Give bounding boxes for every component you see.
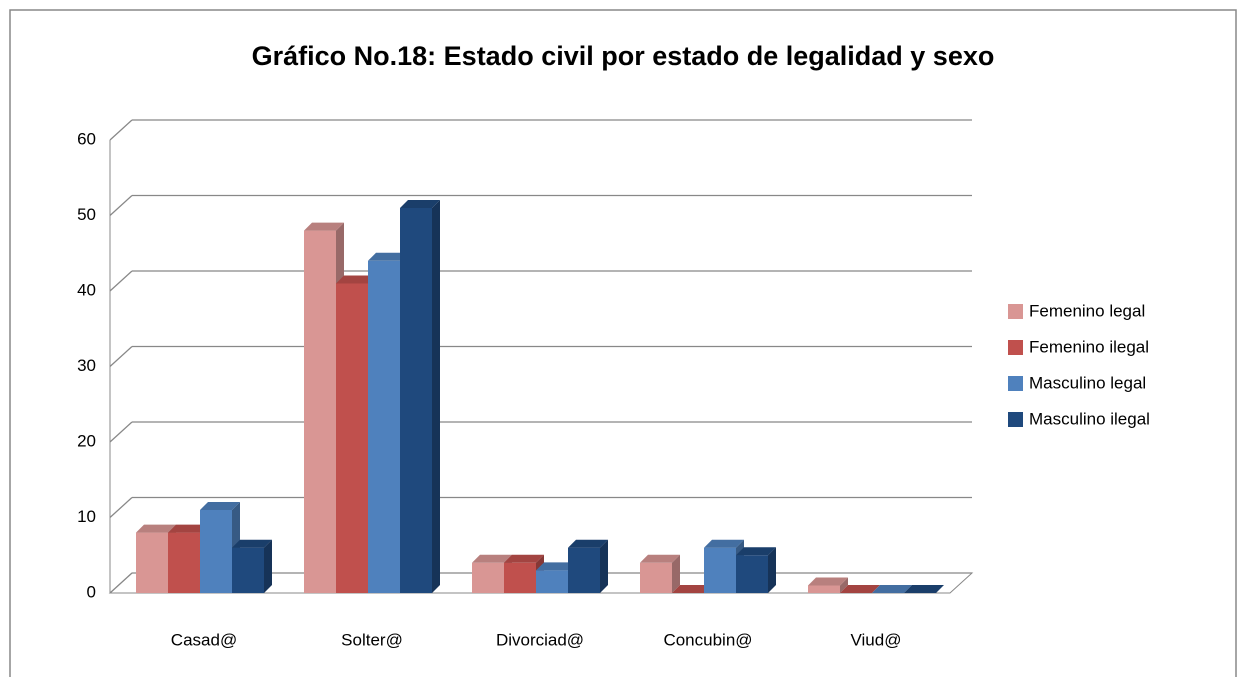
grid-line-side xyxy=(109,270,133,292)
grid-line-side xyxy=(109,346,133,367)
bar-top xyxy=(200,501,240,510)
legend-swatch xyxy=(1008,340,1023,355)
bar-top xyxy=(904,585,944,593)
bar-top xyxy=(640,554,680,563)
legend-swatch xyxy=(1008,412,1023,427)
bar-top xyxy=(704,539,744,548)
bar xyxy=(304,230,336,593)
x-tick-label: Divorciad@ xyxy=(496,630,584,649)
bar-top xyxy=(400,199,440,208)
bar-side xyxy=(840,577,848,593)
bar-top xyxy=(168,524,208,533)
bar-top xyxy=(672,585,712,593)
y-tick-label: 60 xyxy=(77,129,96,148)
bar-top xyxy=(840,585,880,593)
legend-label: Femenino legal xyxy=(1029,301,1145,320)
bar xyxy=(336,283,368,593)
bar-side xyxy=(432,199,440,593)
bar-side xyxy=(672,554,680,593)
bar xyxy=(504,562,536,593)
bar xyxy=(232,547,264,593)
bar-top xyxy=(336,275,376,284)
bar-top xyxy=(232,539,272,548)
bar xyxy=(168,532,200,593)
legend-label: Masculino ilegal xyxy=(1029,409,1150,428)
bar-top xyxy=(872,585,912,593)
x-tick-label: Concubin@ xyxy=(663,630,752,649)
bar-top xyxy=(568,539,608,548)
bar-top xyxy=(536,562,576,571)
bar-top xyxy=(472,554,512,563)
grid-line-side xyxy=(109,572,133,594)
bar-top xyxy=(136,524,176,533)
bar-top xyxy=(304,222,344,231)
bar-side xyxy=(264,539,272,593)
legend-swatch xyxy=(1008,376,1023,391)
bar xyxy=(640,562,672,593)
bar-top xyxy=(736,547,776,556)
grid-line-side xyxy=(109,195,133,216)
bar xyxy=(808,585,840,593)
bar-side xyxy=(600,539,608,593)
y-tick-label: 50 xyxy=(77,205,96,224)
legend-label: Femenino ilegal xyxy=(1029,337,1149,356)
grid-line-side xyxy=(109,119,133,141)
x-tick-label: Casad@ xyxy=(171,630,237,649)
y-tick-label: 0 xyxy=(87,582,96,601)
chart-title: Gráfico No.18: Estado civil por estado d… xyxy=(252,41,995,71)
x-tick-label: Solter@ xyxy=(341,630,403,649)
bar xyxy=(368,260,400,593)
grid-line-side xyxy=(109,421,133,443)
bar xyxy=(568,547,600,593)
legend-label: Masculino legal xyxy=(1029,373,1146,392)
bar xyxy=(704,547,736,593)
legend-swatch xyxy=(1008,304,1023,319)
grid-line-side xyxy=(109,497,133,518)
bar xyxy=(400,207,432,593)
y-tick-label: 40 xyxy=(77,280,96,299)
bar-side xyxy=(768,547,776,593)
y-tick-label: 30 xyxy=(77,356,96,375)
bar-top xyxy=(368,252,408,261)
bar-top xyxy=(504,554,544,563)
y-tick-label: 10 xyxy=(77,507,96,526)
bar xyxy=(536,570,568,593)
bar xyxy=(200,509,232,593)
y-tick-label: 20 xyxy=(77,431,96,450)
bar xyxy=(472,562,504,593)
bar xyxy=(736,555,768,593)
bar-top xyxy=(808,577,848,586)
x-tick-label: Viud@ xyxy=(851,630,902,649)
bar xyxy=(136,532,168,593)
